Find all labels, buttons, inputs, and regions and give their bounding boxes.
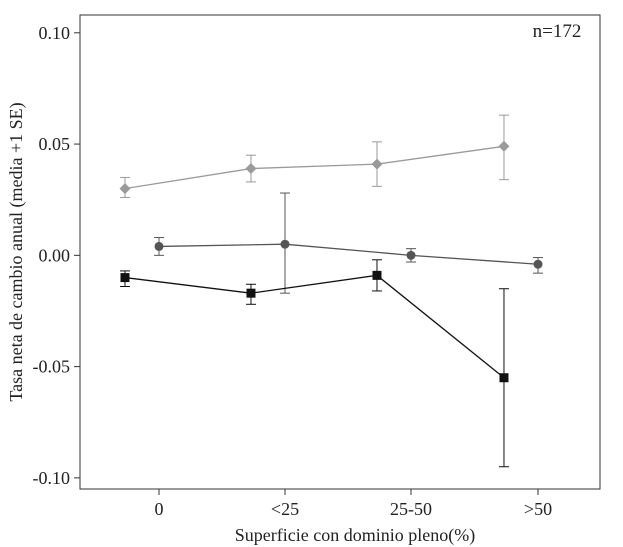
y-tick-label: 0.10 [39, 23, 71, 43]
data-point-circle [154, 241, 164, 251]
series-line-diamond [124, 145, 505, 190]
data-point-square [246, 288, 256, 298]
series-line-square [124, 274, 505, 379]
data-point-circle [533, 259, 543, 269]
sample-size-annotation: n=172 [533, 21, 582, 42]
plot-frame [79, 14, 601, 490]
y-tick-label: 0.00 [39, 245, 71, 265]
data-point-diamond [371, 158, 383, 170]
y-axis-title: Tasa neta de cambio anual (media +1 SE) [6, 102, 27, 401]
y-tick-label: 0.05 [39, 134, 71, 154]
series-diamond [119, 114, 510, 198]
x-tick-label: >50 [524, 499, 552, 519]
y-tick-label: -0.05 [33, 357, 71, 377]
series-circle [154, 192, 543, 294]
x-tick-label: <25 [271, 499, 299, 519]
data-point-square [372, 270, 382, 280]
data-point-diamond [119, 183, 131, 195]
x-axis: 0 <25 25-50 >50 [155, 489, 552, 519]
x-tick-label: 0 [155, 499, 164, 519]
x-tick-label: 25-50 [390, 499, 432, 519]
x-axis-title: Superficie con dominio pleno(%) [235, 525, 475, 546]
series-layer [119, 114, 543, 468]
data-point-circle [280, 239, 290, 249]
data-point-diamond [498, 140, 510, 152]
series-line-circle [158, 243, 539, 265]
data-point-square [120, 273, 130, 283]
data-point-circle [406, 250, 416, 260]
y-axis: 0.10 0.05 0.00 -0.05 -0.10 [33, 23, 80, 488]
data-point-square [499, 373, 509, 383]
y-tick-label: -0.10 [33, 468, 71, 488]
series-square [119, 259, 509, 468]
data-point-diamond [245, 163, 257, 175]
